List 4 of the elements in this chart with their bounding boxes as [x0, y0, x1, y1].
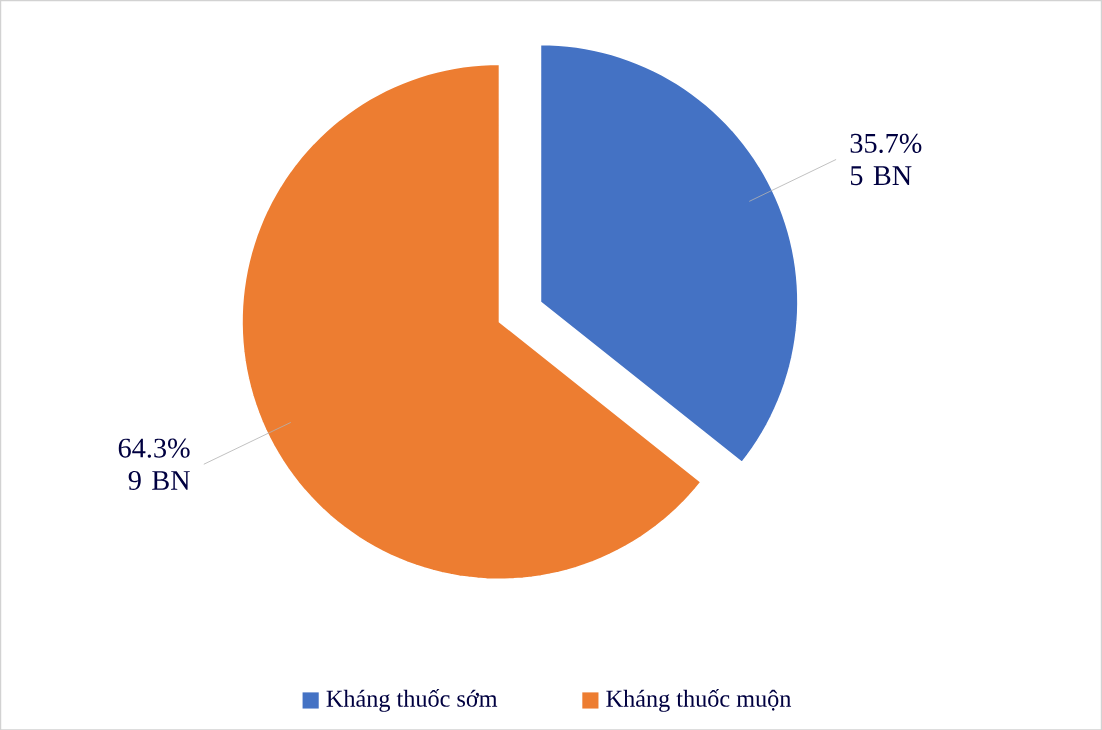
legend-label: Kháng thuốc sớm [326, 688, 498, 712]
data-label: 35.7% 5 BN [850, 133, 922, 185]
data-label: 64.3% 9 BN [118, 438, 190, 490]
legend-label: Kháng thuốc muộn [606, 688, 792, 712]
